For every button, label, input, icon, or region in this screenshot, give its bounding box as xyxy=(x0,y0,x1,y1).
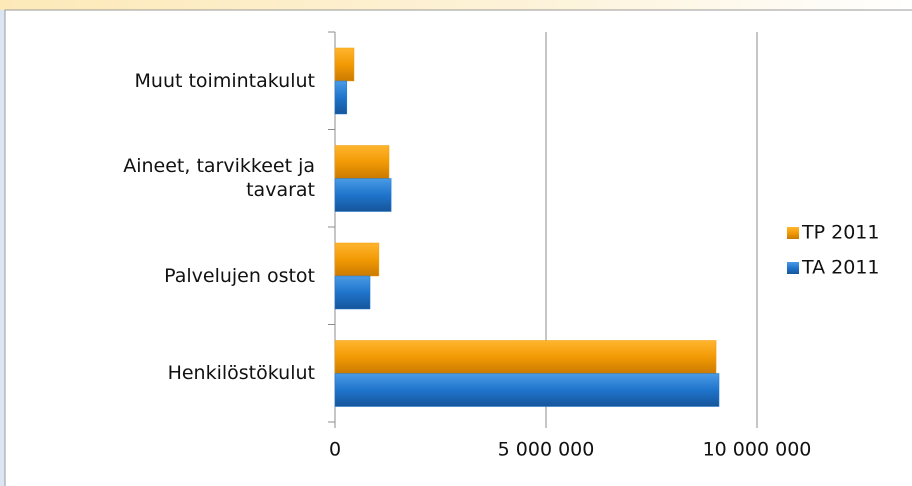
left-edge xyxy=(0,10,5,486)
y-tick-label: Muut toimintakulut xyxy=(134,69,315,92)
bar xyxy=(334,47,355,82)
bar xyxy=(334,275,371,310)
legend-swatch xyxy=(787,227,799,239)
x-tick-label: 0 xyxy=(329,439,341,461)
top-band xyxy=(0,0,912,10)
bar xyxy=(334,80,348,115)
x-tick-label: 5 000 000 xyxy=(498,439,595,461)
bar xyxy=(334,340,717,374)
bar xyxy=(334,242,380,277)
legend-label: TA 2011 xyxy=(801,257,880,279)
frame xyxy=(4,9,912,486)
bar xyxy=(334,178,392,212)
y-tick-label: Palvelujen ostot xyxy=(164,264,315,287)
y-tick-label: Henkilöstökulut xyxy=(167,362,315,385)
y-tick-label: Aineet, tarvikkeet ja tavarat xyxy=(123,155,315,202)
x-tick-label: 10 000 000 xyxy=(703,439,812,461)
bar xyxy=(334,373,720,407)
bar xyxy=(334,145,390,179)
legend-swatch xyxy=(787,262,799,274)
legend-label: TP 2011 xyxy=(801,222,879,244)
